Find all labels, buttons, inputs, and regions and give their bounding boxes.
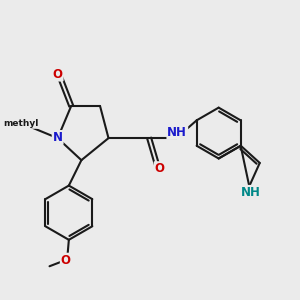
Text: methyl: methyl (3, 119, 39, 128)
Text: NH: NH (242, 186, 261, 199)
Text: N: N (53, 131, 63, 144)
Text: O: O (61, 254, 71, 267)
Text: O: O (53, 68, 63, 81)
Text: NH: NH (167, 125, 187, 139)
Text: O: O (155, 162, 165, 175)
